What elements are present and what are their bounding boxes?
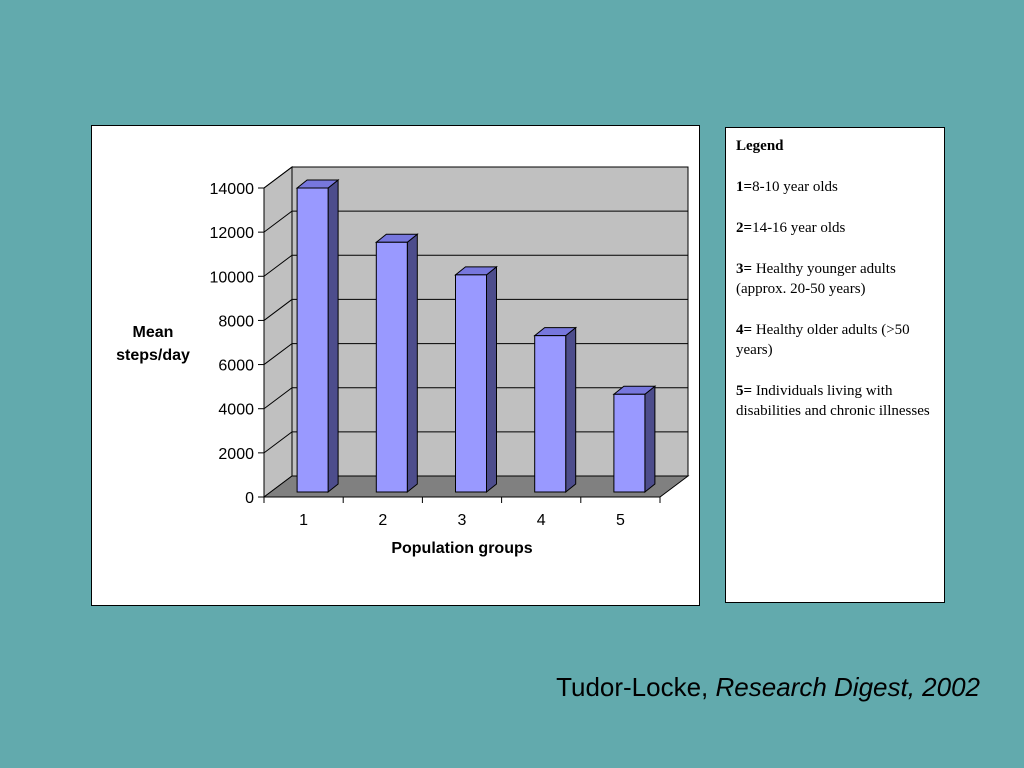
legend-entry-number: 4= [736, 322, 753, 338]
legend-entry-number: 1= [736, 179, 753, 195]
bar [613, 393, 646, 493]
bar [375, 241, 408, 493]
legend-panel: Legend 1=8-10 year olds 2=14-16 year old… [725, 127, 945, 603]
y-tick-label: 4000 [218, 402, 254, 419]
legend-entry-text: 14-16 year olds [752, 220, 846, 236]
bar-chart: 0 2000 4000 6000 8000 10000 12000 14000 1 2 3 4 5 Pop… [116, 166, 690, 557]
y-tick-label: 10000 [210, 269, 255, 286]
legend-entry-5: 5= Individuals living with disabilities … [736, 381, 934, 421]
legend-entry-number: 2= [736, 220, 753, 236]
x-tick-label: 2 [378, 512, 387, 529]
bar [455, 274, 487, 493]
y-tick-label: 12000 [210, 225, 255, 242]
gridline [263, 210, 688, 233]
legend-entry-text: Individuals living with disabilities and… [736, 383, 930, 419]
legend-entry-1: 1=8-10 year olds [736, 177, 934, 197]
y-tick-label: 14000 [210, 181, 255, 198]
chart-panel: 0 2000 4000 6000 8000 10000 12000 14000 1 2 3 4 5 Pop… [91, 125, 700, 606]
citation-source: Research Digest, 2002 [715, 672, 980, 702]
legend-entry-number: 3= [736, 261, 753, 277]
chart-side-wall [263, 166, 293, 498]
gridline [263, 254, 688, 277]
legend-entry-number: 5= [736, 383, 753, 399]
y-tick-label: 8000 [218, 313, 254, 330]
legend-entry-4: 4= Healthy older adults (>50 years) [736, 320, 934, 360]
x-tick-label: 4 [537, 512, 546, 529]
x-axis-title: Population groups [391, 540, 532, 557]
legend-entry-text: Healthy younger adults (approx. 20-50 ye… [736, 261, 896, 297]
bar [534, 335, 567, 493]
gridline [263, 298, 688, 321]
gridline [263, 166, 688, 189]
y-axis-title-line: Mean [133, 324, 174, 341]
y-tick-label: 0 [245, 490, 254, 507]
y-axis-title-line: steps/day [116, 347, 190, 364]
bar [296, 187, 329, 493]
citation-author: Tudor-Locke, [556, 672, 709, 702]
x-tick-label: 3 [458, 512, 467, 529]
bar-side [406, 233, 418, 494]
legend-entry-text: 8-10 year olds [752, 179, 838, 195]
y-tick-label: 2000 [218, 446, 254, 463]
bar-side [486, 265, 497, 494]
legend-entry-text: Healthy older adults (>50 years) [736, 322, 910, 358]
legend-entry-3: 3= Healthy younger adults (approx. 20-50… [736, 259, 934, 299]
y-tick-label: 6000 [218, 358, 254, 375]
bar-side [327, 178, 339, 494]
legend-title: Legend [736, 138, 784, 154]
bar-side [644, 385, 656, 494]
bar-side [565, 326, 577, 494]
x-tick-label: 1 [299, 512, 308, 529]
citation: Tudor-Locke, Research Digest, 2002 [556, 672, 980, 703]
legend-entry-2: 2=14-16 year olds [736, 218, 934, 238]
x-tick-label: 5 [616, 512, 625, 529]
